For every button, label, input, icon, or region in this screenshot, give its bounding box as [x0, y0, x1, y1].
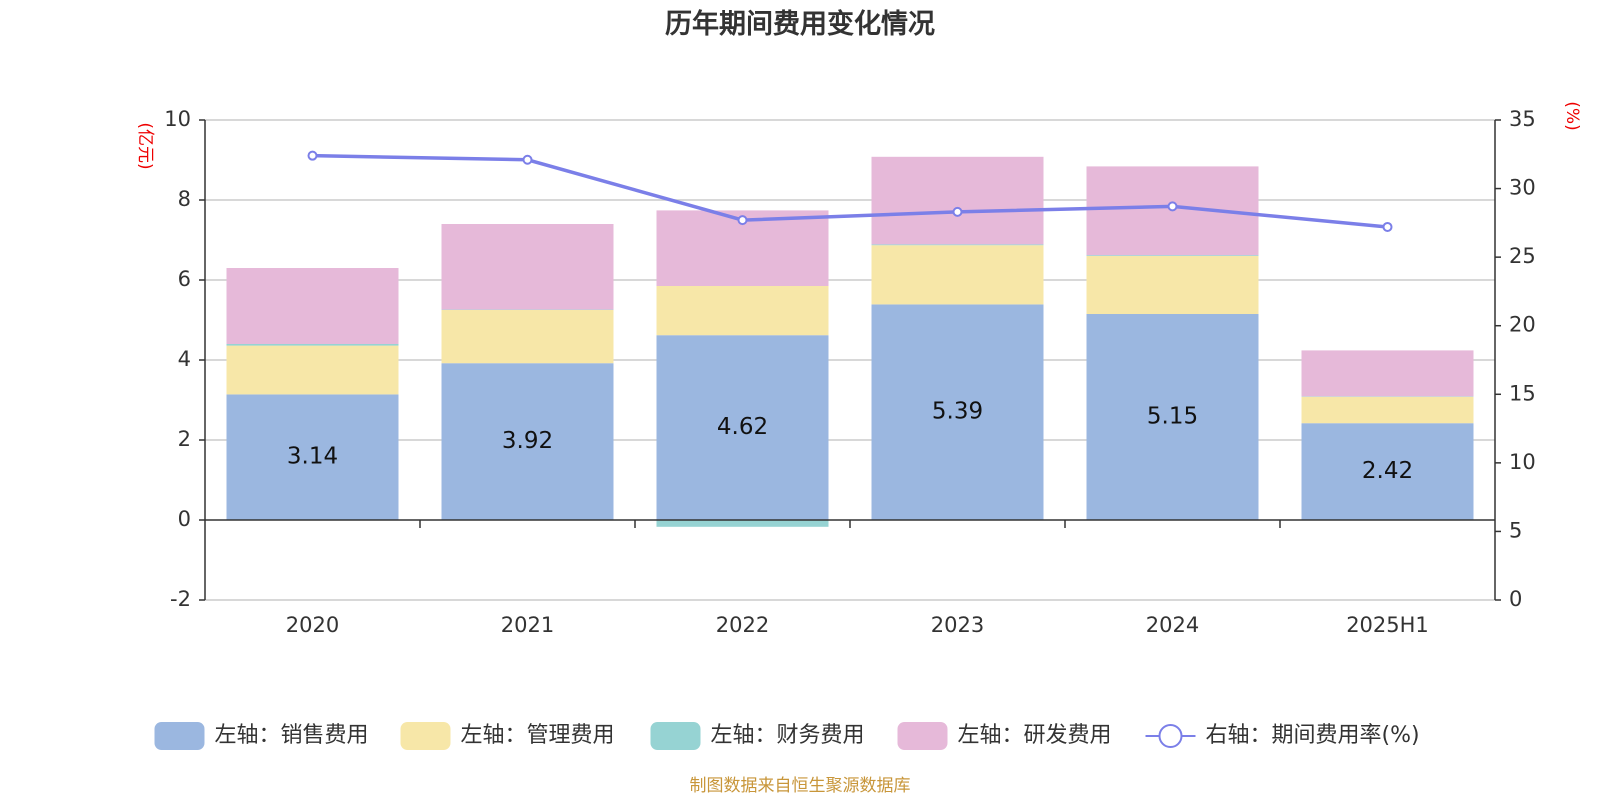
- legend-item[interactable]: 右轴：期间费用率(%): [1145, 723, 1420, 748]
- legend-label: 左轴：财务费用: [711, 723, 865, 748]
- x-tick-label: 2021: [501, 613, 554, 637]
- legend-item[interactable]: 左轴：财务费用: [650, 722, 865, 750]
- legend-marker-icon: [1158, 724, 1183, 748]
- bar-segment: [226, 394, 399, 520]
- bar-value-label: 5.15: [1147, 404, 1198, 430]
- bar-value-label: 4.62: [717, 414, 768, 440]
- x-tick-label: 2020: [286, 613, 339, 637]
- right-tick-label: 5: [1509, 518, 1522, 542]
- bar-segment: [441, 310, 614, 364]
- legend-label: 右轴：期间费用率(%): [1206, 723, 1420, 748]
- grid-lines: [205, 119, 1495, 601]
- legend-label: 左轴：研发费用: [958, 723, 1112, 748]
- rate-line-point: [952, 206, 963, 217]
- left-tick-label: -2: [170, 587, 191, 611]
- bar-segment: [871, 245, 1044, 305]
- legend-item[interactable]: 左轴：研发费用: [897, 722, 1112, 750]
- right-tick-label: 20: [1509, 313, 1536, 337]
- left-tick-label: 10: [164, 107, 191, 131]
- bar-segment: [1086, 314, 1259, 520]
- bar-segment: [656, 520, 829, 527]
- right-axis-unit: (%): [1562, 101, 1582, 130]
- right-tick-label: 30: [1509, 176, 1536, 200]
- bar-segment: [226, 344, 399, 346]
- right-tick-label: 25: [1509, 244, 1536, 268]
- legend[interactable]: 左轴：销售费用 左轴：管理费用 左轴：财务费用 左轴：研发费用 右轴：期间费用率(%): [154, 722, 1420, 750]
- right-tick-label: 10: [1509, 450, 1536, 474]
- x-tick-label: 2022: [716, 613, 769, 637]
- x-tick-label: 2023: [931, 613, 984, 637]
- bar-segment: [871, 244, 1044, 246]
- rate-line-point: [307, 150, 318, 161]
- legend-swatch: [154, 722, 205, 750]
- left-tick-label: 6: [178, 267, 191, 291]
- bar-labels: 3.14 3.92 4.62 5.39 5.15 2.42: [287, 399, 1413, 484]
- bar-segment: [871, 304, 1044, 520]
- bar-segment: [1086, 255, 1259, 256]
- bar-segment: [1301, 350, 1474, 397]
- bar-segment: [226, 268, 399, 344]
- legend-swatch: [650, 722, 701, 750]
- left-axis-unit: (亿元): [135, 122, 155, 169]
- right-tick-label: 15: [1509, 381, 1536, 405]
- rate-line: [307, 150, 1393, 232]
- rate-line-path: [312, 153, 1388, 229]
- bars: [226, 156, 1474, 527]
- left-tick-label: 8: [178, 187, 191, 211]
- left-tick-label: 4: [178, 347, 191, 371]
- bar-segment: [226, 345, 399, 395]
- bar-segment: [656, 335, 829, 520]
- legend-swatch: [400, 722, 451, 750]
- legend-item[interactable]: 左轴：管理费用: [400, 722, 615, 750]
- bar-value-label: 2.42: [1362, 458, 1413, 484]
- bar-segment: [441, 224, 614, 310]
- bar-segment: [1086, 256, 1259, 314]
- right-tick-label: 35: [1509, 107, 1536, 131]
- x-tick-label: 2024: [1146, 613, 1199, 637]
- rate-line-point: [1382, 221, 1393, 232]
- bar-segment: [1301, 423, 1474, 520]
- rate-line-point: [737, 215, 748, 226]
- bar-value-label: 5.39: [932, 399, 983, 425]
- legend-label: 左轴：销售费用: [215, 723, 369, 748]
- legend-label: 左轴：管理费用: [461, 723, 615, 748]
- axes: -2 0 2 4 6 8 10 0 5 10 15 20 25 30 35 2020 2021 2022 2023 2…: [164, 107, 1535, 637]
- bar-value-label: 3.92: [502, 428, 553, 454]
- bar-value-label: 3.14: [287, 444, 338, 470]
- bar-segment: [656, 286, 829, 336]
- x-tick-label: 2025H1: [1346, 613, 1429, 637]
- rate-line-point: [1167, 201, 1178, 212]
- rate-line-point: [522, 154, 533, 165]
- right-tick-label: 0: [1509, 587, 1522, 611]
- left-tick-label: 0: [178, 507, 191, 531]
- legend-item[interactable]: 左轴：销售费用: [154, 722, 369, 750]
- bar-segment: [871, 156, 1044, 245]
- bar-segment: [1301, 396, 1474, 424]
- bar-segment: [441, 363, 614, 520]
- chart-title: 历年期间费用变化情况: [665, 8, 935, 40]
- legend-swatch: [897, 722, 948, 750]
- left-tick-label: 2: [178, 427, 191, 451]
- source-note: 制图数据来自恒生聚源数据库: [690, 776, 911, 796]
